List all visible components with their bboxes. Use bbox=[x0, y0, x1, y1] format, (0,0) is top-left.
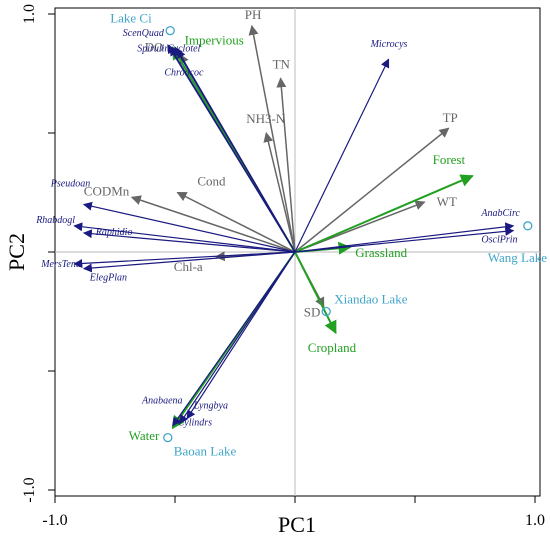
env-label-tp: TP bbox=[443, 110, 458, 125]
y-tick-label: 1.0 bbox=[21, 4, 38, 24]
x-tick-label: 1.0 bbox=[525, 512, 545, 529]
species-label-scenquad: ScenQuad bbox=[123, 28, 165, 39]
species-label-anabcirc: AnabCirc bbox=[480, 208, 520, 219]
env-label-ph: PH bbox=[245, 7, 262, 22]
species-arrow-lyngbya bbox=[180, 252, 295, 423]
env-arrow-codmn bbox=[132, 197, 295, 252]
landuse-arrow-cropland bbox=[295, 252, 336, 333]
species-arrow-cylindrs bbox=[173, 252, 295, 426]
species-label-anabaena: Anabaena bbox=[141, 396, 183, 407]
site-label-wang-lake: Wang Lake bbox=[488, 250, 547, 265]
env-arrow-tn bbox=[281, 78, 295, 252]
species-label-microcys: Microcys bbox=[370, 39, 408, 50]
env-label-wt: WT bbox=[437, 194, 457, 209]
landuse-label-forest: Forest bbox=[433, 152, 466, 167]
site-label-lake-ci: Lake Ci bbox=[110, 11, 152, 26]
site-label-xiandao-lake: Xiandao Lake bbox=[334, 292, 408, 307]
env-label-cond: Cond bbox=[197, 174, 226, 189]
species-label-cylindrs: Cylindrs bbox=[178, 418, 213, 429]
species-arrow-microcys bbox=[295, 59, 389, 252]
species-label-chroococ: Chroococ bbox=[164, 68, 204, 79]
env-label-sd: SD bbox=[304, 305, 321, 320]
site-marker-baoan-lake bbox=[164, 434, 172, 442]
species-label-cyclotel: Cyclotel bbox=[167, 43, 201, 54]
env-label-codmn: CODMn bbox=[84, 183, 130, 198]
species-label-raphidio: Raphidio bbox=[95, 227, 133, 238]
y-axis-title: PC2 bbox=[4, 233, 29, 271]
species-label-osclprin: OsclPrin bbox=[481, 235, 517, 246]
x-tick-label: -1.0 bbox=[42, 512, 67, 529]
landuse-arrow-forest bbox=[295, 176, 473, 252]
env-arrow-tp bbox=[295, 128, 449, 252]
landuse-label-grassland: Grassland bbox=[355, 245, 407, 260]
site-marker-wang-lake bbox=[524, 222, 532, 230]
env-label-nh3-n: NH3-N bbox=[246, 111, 286, 126]
species-label-rhabdogl: Rhabdogl bbox=[35, 215, 75, 226]
species-label-merstenu: MersTenu bbox=[40, 259, 81, 270]
y-tick-label: -1.0 bbox=[21, 477, 38, 502]
env-label-chl-a: Chl-a bbox=[174, 259, 203, 274]
species-label-pseudoan: Pseudoan bbox=[50, 178, 90, 189]
landuse-label-cropland: Cropland bbox=[308, 340, 357, 355]
site-label-baoan-lake: Baoan Lake bbox=[174, 444, 237, 459]
x-axis-title: PC1 bbox=[278, 512, 316, 537]
landuse-label-water: Water bbox=[129, 428, 160, 443]
species-label-spirulin: Spirulin bbox=[137, 43, 169, 54]
site-marker-lake-ci bbox=[166, 27, 174, 35]
species-label-lyngbya: Lyngbya bbox=[193, 400, 228, 411]
env-label-tn: TN bbox=[273, 56, 291, 71]
species-label-elegplan: ElegPlan bbox=[89, 273, 127, 284]
